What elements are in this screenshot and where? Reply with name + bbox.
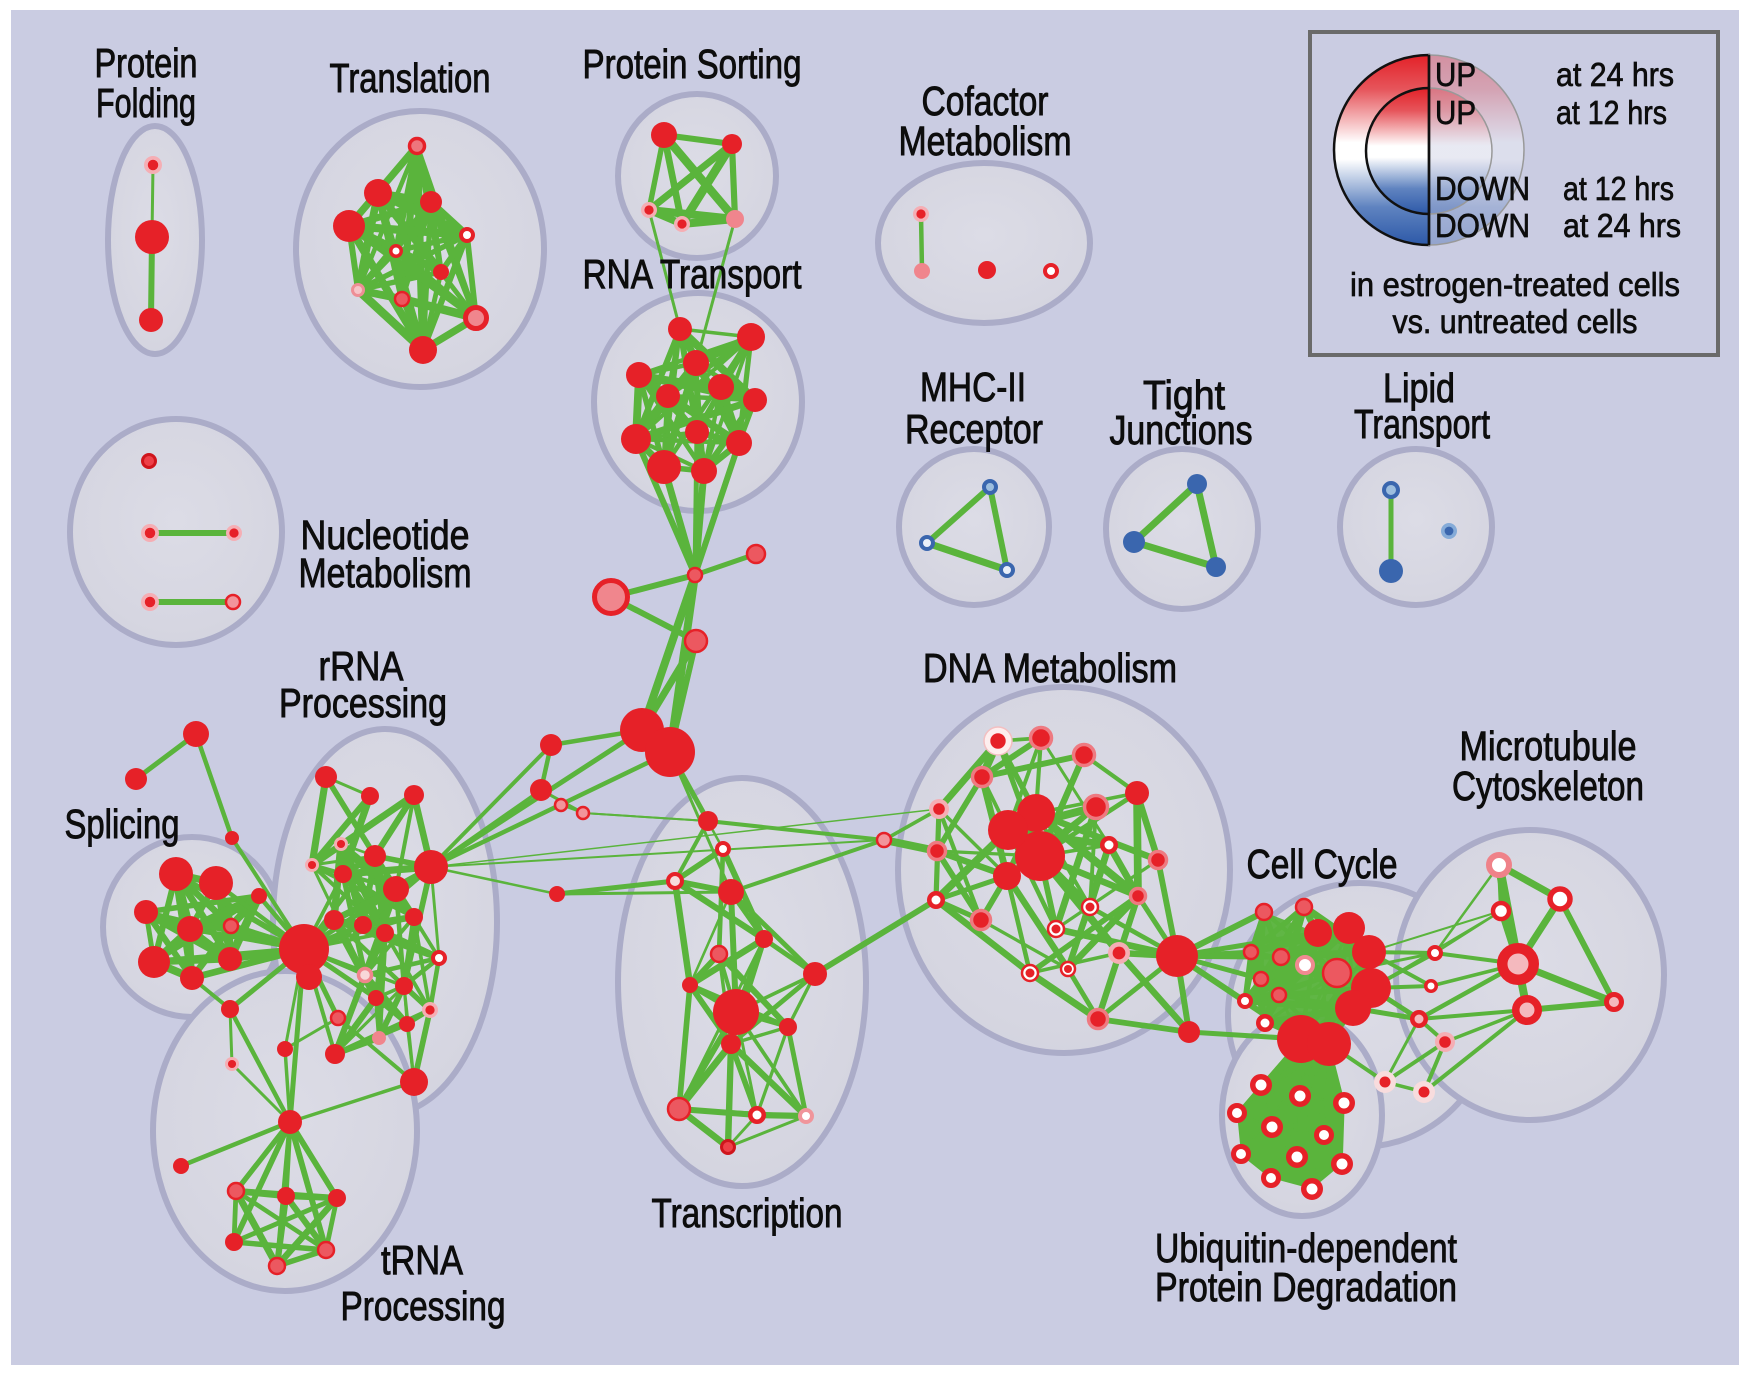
svg-text:Ubiquitin-dependent: Ubiquitin-dependent	[1155, 1225, 1457, 1271]
svg-text:Microtubule: Microtubule	[1460, 723, 1637, 769]
svg-text:at 12 hrs: at 12 hrs	[1563, 170, 1674, 207]
svg-text:Splicing: Splicing	[65, 801, 180, 847]
svg-text:DOWN: DOWN	[1435, 207, 1530, 244]
svg-text:vs. untreated cells: vs. untreated cells	[1393, 303, 1638, 340]
svg-text:Protein Degradation: Protein Degradation	[1155, 1264, 1457, 1310]
svg-text:at 12 hrs: at 12 hrs	[1556, 94, 1667, 131]
svg-text:Translation: Translation	[330, 55, 491, 101]
svg-text:in estrogen-treated cells: in estrogen-treated cells	[1350, 266, 1680, 303]
svg-text:at 24 hrs: at 24 hrs	[1556, 56, 1674, 93]
svg-text:Lipid: Lipid	[1383, 365, 1455, 411]
svg-text:Cofactor: Cofactor	[922, 78, 1049, 124]
svg-text:DNA Metabolism: DNA Metabolism	[923, 645, 1177, 691]
svg-text:Processing: Processing	[341, 1283, 506, 1329]
svg-text:Metabolism: Metabolism	[299, 550, 472, 596]
svg-text:UP: UP	[1435, 56, 1476, 93]
svg-text:at 24 hrs: at 24 hrs	[1563, 207, 1681, 244]
svg-text:Processing: Processing	[279, 680, 447, 726]
svg-text:Receptor: Receptor	[905, 406, 1043, 452]
svg-text:Transport: Transport	[1354, 401, 1490, 447]
svg-text:Folding: Folding	[96, 80, 196, 126]
svg-text:tRNA: tRNA	[381, 1237, 464, 1283]
svg-text:Transcription: Transcription	[652, 1190, 843, 1236]
svg-text:Junctions: Junctions	[1110, 407, 1253, 453]
svg-text:UP: UP	[1435, 94, 1476, 131]
svg-text:DOWN: DOWN	[1435, 170, 1530, 207]
svg-text:MHC-II: MHC-II	[920, 364, 1026, 410]
svg-text:Metabolism: Metabolism	[899, 118, 1072, 164]
svg-text:Nucleotide: Nucleotide	[301, 512, 470, 558]
svg-text:Cell Cycle: Cell Cycle	[1247, 841, 1398, 887]
svg-text:Cytoskeleton: Cytoskeleton	[1452, 763, 1644, 809]
svg-text:Tight: Tight	[1143, 372, 1226, 418]
svg-text:RNA Transport: RNA Transport	[583, 251, 802, 297]
svg-text:Protein Sorting: Protein Sorting	[583, 41, 802, 87]
svg-text:rRNA: rRNA	[319, 643, 405, 689]
svg-text:Protein: Protein	[95, 40, 198, 86]
